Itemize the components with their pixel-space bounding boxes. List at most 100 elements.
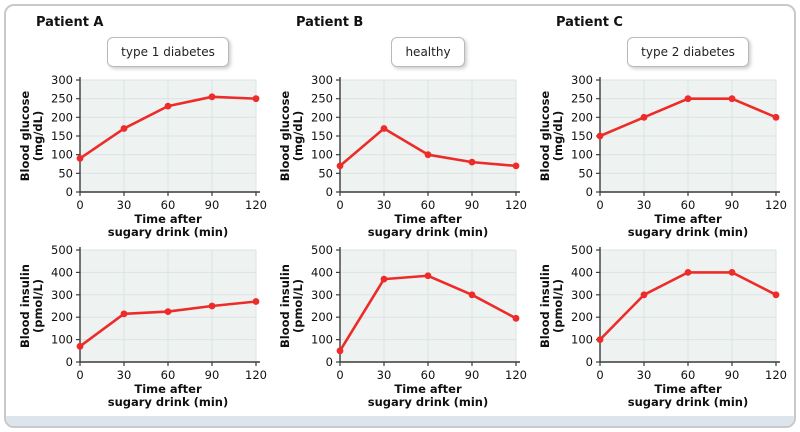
svg-text:(mg/dL): (mg/dL) (31, 111, 45, 162)
svg-text:30: 30 (637, 198, 652, 212)
svg-text:(pmol/L): (pmol/L) (551, 279, 565, 333)
svg-text:90: 90 (205, 368, 220, 382)
figure-frame: Patient A type 1 diabetes 0 50 100 150 200 25… (4, 4, 796, 428)
svg-text:200: 200 (311, 310, 333, 324)
svg-text:120: 120 (245, 368, 267, 382)
svg-text:150: 150 (571, 129, 593, 143)
svg-text:90: 90 (465, 368, 480, 382)
svg-text:250: 250 (51, 92, 73, 106)
svg-text:100: 100 (311, 148, 333, 162)
svg-text:200: 200 (51, 110, 73, 124)
svg-text:400: 400 (51, 265, 73, 279)
svg-text:90: 90 (205, 198, 220, 212)
svg-text:90: 90 (465, 198, 480, 212)
patient-columns: Patient A type 1 diabetes 0 50 100 150 200 25… (6, 6, 794, 412)
svg-text:0: 0 (76, 368, 83, 382)
svg-text:Time after: Time after (394, 212, 462, 226)
patient-c-title: Patient C (556, 15, 623, 30)
svg-text:sugary drink (min): sugary drink (min) (108, 225, 229, 239)
insulin-chart-patient-c: 0 100 200 300 400 500 0 30 60 90 120 Blood insulin(… (538, 243, 787, 409)
svg-text:60: 60 (681, 368, 696, 382)
svg-text:300: 300 (571, 73, 593, 87)
condition-label-type-2-diabetes[interactable]: type 2 diabetes (627, 37, 749, 67)
svg-text:500: 500 (51, 243, 73, 257)
svg-text:60: 60 (681, 198, 696, 212)
svg-text:60: 60 (421, 198, 436, 212)
svg-text:300: 300 (311, 73, 333, 87)
svg-text:250: 250 (571, 92, 593, 106)
svg-text:90: 90 (725, 368, 740, 382)
svg-text:30: 30 (377, 198, 392, 212)
svg-text:sugary drink (min): sugary drink (min) (628, 395, 749, 409)
svg-text:120: 120 (505, 368, 527, 382)
svg-text:500: 500 (311, 243, 333, 257)
svg-text:0: 0 (66, 185, 73, 199)
svg-text:(mg/dL): (mg/dL) (291, 111, 305, 162)
svg-text:Blood glucose: Blood glucose (538, 91, 552, 182)
svg-text:(pmol/L): (pmol/L) (291, 279, 305, 333)
svg-text:300: 300 (51, 73, 73, 87)
svg-text:400: 400 (571, 265, 593, 279)
svg-text:50: 50 (578, 166, 593, 180)
svg-text:(pmol/L): (pmol/L) (31, 279, 45, 333)
svg-text:100: 100 (51, 148, 73, 162)
svg-text:30: 30 (117, 198, 132, 212)
svg-text:Time after: Time after (654, 212, 722, 226)
svg-text:50: 50 (318, 166, 333, 180)
svg-text:Blood glucose: Blood glucose (18, 91, 32, 182)
svg-text:60: 60 (161, 198, 176, 212)
svg-text:0: 0 (596, 198, 603, 212)
bottom-accent-strip (6, 416, 794, 426)
glucose-chart-patient-b: 0 50 100 150 200 250 300 0 30 60 90 120 Blood glucos… (278, 73, 527, 239)
svg-text:120: 120 (505, 198, 527, 212)
patient-b-title: Patient B (296, 15, 364, 30)
svg-text:Time after: Time after (654, 382, 722, 396)
svg-text:Blood glucose: Blood glucose (278, 91, 292, 182)
svg-text:sugary drink (min): sugary drink (min) (368, 395, 489, 409)
svg-text:Blood insulin: Blood insulin (278, 264, 292, 348)
svg-text:0: 0 (336, 198, 343, 212)
svg-text:sugary drink (min): sugary drink (min) (108, 395, 229, 409)
svg-text:150: 150 (51, 129, 73, 143)
svg-text:0: 0 (596, 368, 603, 382)
svg-text:0: 0 (336, 368, 343, 382)
svg-text:200: 200 (311, 110, 333, 124)
svg-text:250: 250 (311, 92, 333, 106)
condition-tag-row: type 1 diabetes (80, 32, 256, 72)
svg-text:60: 60 (421, 368, 436, 382)
svg-text:300: 300 (311, 288, 333, 302)
svg-text:0: 0 (586, 355, 593, 369)
svg-text:0: 0 (326, 355, 333, 369)
svg-text:(mg/dL): (mg/dL) (551, 111, 565, 162)
svg-text:sugary drink (min): sugary drink (min) (628, 225, 749, 239)
glucose-chart-patient-c: 0 50 100 150 200 250 300 0 30 60 90 120 Blood glucos… (538, 73, 787, 239)
svg-text:Blood insulin: Blood insulin (18, 264, 32, 348)
column-patient-c: Patient C type 2 diabetes 0 50 100 150 200 25… (536, 12, 794, 412)
svg-text:120: 120 (245, 198, 267, 212)
condition-label-healthy[interactable]: healthy (391, 37, 465, 67)
condition-tag-row: type 2 diabetes (600, 32, 776, 72)
svg-text:30: 30 (117, 368, 132, 382)
svg-text:90: 90 (725, 198, 740, 212)
svg-text:30: 30 (637, 368, 652, 382)
svg-text:300: 300 (571, 288, 593, 302)
column-patient-b: Patient B healthy 0 50 100 150 200 250 300 0 30 6… (276, 12, 536, 412)
svg-text:300: 300 (51, 288, 73, 302)
insulin-chart-patient-b: 0 100 200 300 400 500 0 30 60 90 120 Blood insulin(… (278, 243, 527, 409)
condition-label-type-1-diabetes[interactable]: type 1 diabetes (107, 37, 229, 67)
svg-text:0: 0 (326, 185, 333, 199)
svg-text:100: 100 (51, 333, 73, 347)
svg-text:Time after: Time after (394, 382, 462, 396)
svg-text:200: 200 (51, 310, 73, 324)
condition-tag-row: healthy (340, 32, 516, 72)
svg-text:100: 100 (311, 333, 333, 347)
svg-text:60: 60 (161, 368, 176, 382)
svg-text:400: 400 (311, 265, 333, 279)
svg-text:0: 0 (66, 355, 73, 369)
svg-text:100: 100 (571, 333, 593, 347)
patient-a-title: Patient A (36, 15, 104, 30)
svg-text:100: 100 (571, 148, 593, 162)
svg-text:Time after: Time after (134, 212, 202, 226)
svg-text:500: 500 (571, 243, 593, 257)
insulin-chart-patient-a: 0 100 200 300 400 500 0 30 60 90 120 Blood insulin(… (18, 243, 267, 409)
